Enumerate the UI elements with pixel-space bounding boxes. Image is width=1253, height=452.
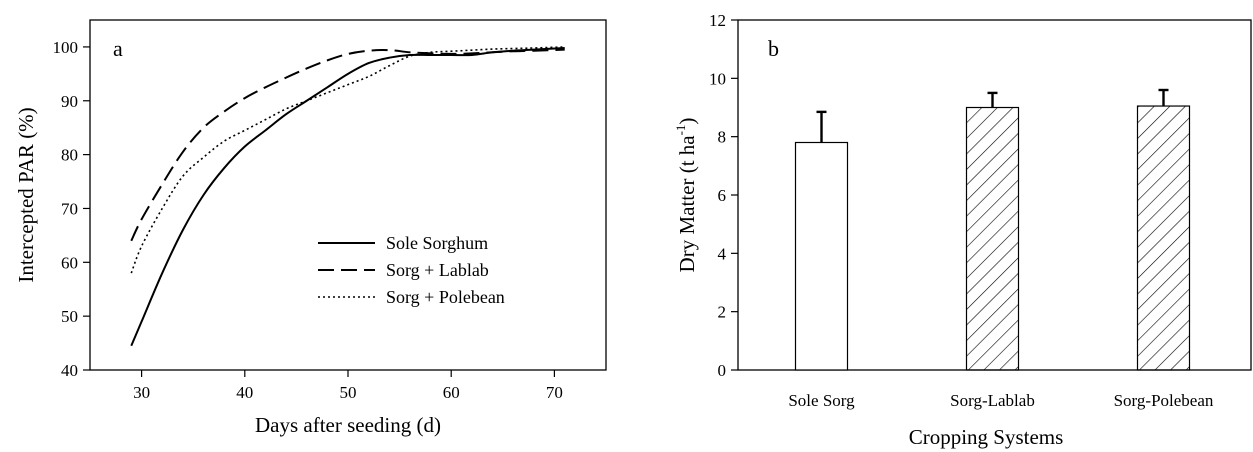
y-tick-label-b: 10 <box>709 69 726 88</box>
category-label-3: Sorg-Polebean <box>1114 391 1214 410</box>
legend-label-2: Sorg + Lablab <box>386 260 489 280</box>
y-tick-label: 80 <box>61 146 78 165</box>
y-tick-label: 50 <box>61 307 78 326</box>
plot-area-frame <box>89 19 607 371</box>
panel-a-series <box>130 46 565 347</box>
y-axis-title-b-sup: -1 <box>673 125 688 136</box>
x-tick-label: 50 <box>340 383 357 402</box>
series-line-2 <box>130 48 565 242</box>
panel-label-b: b <box>768 36 779 61</box>
legend-label-1: Sole Sorghum <box>386 233 488 253</box>
x-tick-label: 70 <box>546 383 563 402</box>
y-axis-title-b-end: ) <box>675 118 699 125</box>
legend-label-3: Sorg + Polebean <box>386 287 505 307</box>
panel-a-ticks: 30 40 50 60 70 40 50 60 70 80 90 100 <box>53 38 563 402</box>
x-tick-label: 60 <box>443 383 460 402</box>
bar-2 <box>965 106 1020 371</box>
x-axis-title-b: Cropping Systems <box>909 425 1064 449</box>
y-tick-label-b: 2 <box>718 303 727 322</box>
category-label-2: Sorg-Lablab <box>950 391 1035 410</box>
panel-b-ticks: 0 2 4 6 8 10 12 <box>709 11 738 380</box>
y-axis-title-b-main: Dry Matter (t ha <box>675 135 699 273</box>
y-axis-title: Intercepted PAR (%) <box>14 107 38 282</box>
bar-1 <box>794 141 849 371</box>
x-tick-label: 30 <box>133 383 150 402</box>
panel-label-a: a <box>113 36 123 61</box>
y-tick-label-b: 12 <box>709 11 726 30</box>
y-tick-label: 90 <box>61 92 78 111</box>
y-tick-label-b: 4 <box>718 244 727 263</box>
panel-a-legend: Sole Sorghum Sorg + Lablab Sorg + Polebean <box>318 233 505 307</box>
y-tick-label-b: 8 <box>718 128 727 147</box>
y-tick-label: 40 <box>61 361 78 380</box>
series-line-1 <box>130 47 565 347</box>
x-axis-title: Days after seeding (d) <box>255 413 441 437</box>
y-tick-label-b: 6 <box>718 186 727 205</box>
series-line-3 <box>130 46 565 274</box>
x-tick-label: 40 <box>236 383 253 402</box>
y-tick-label: 100 <box>53 38 79 57</box>
line-chart-panel-a: a 30 40 50 60 70 40 50 60 70 80 90 100 Sole Sorghum… <box>14 19 607 437</box>
y-tick-label: 60 <box>61 253 78 272</box>
panel-b-bars: Sole Sorg Sorg-Lablab Sorg-Polebean <box>788 88 1214 410</box>
bar-3 <box>1136 105 1191 371</box>
y-tick-label: 70 <box>61 199 78 218</box>
bar-chart-panel-b: b 0 2 4 6 8 10 12 Sole Sorg Sorg-Lablab Sorg-Pol… <box>673 11 1252 449</box>
y-axis-title-b: Dry Matter (t ha-1) <box>673 118 699 273</box>
category-label-1: Sole Sorg <box>788 391 855 410</box>
y-tick-label-b: 0 <box>718 361 727 380</box>
